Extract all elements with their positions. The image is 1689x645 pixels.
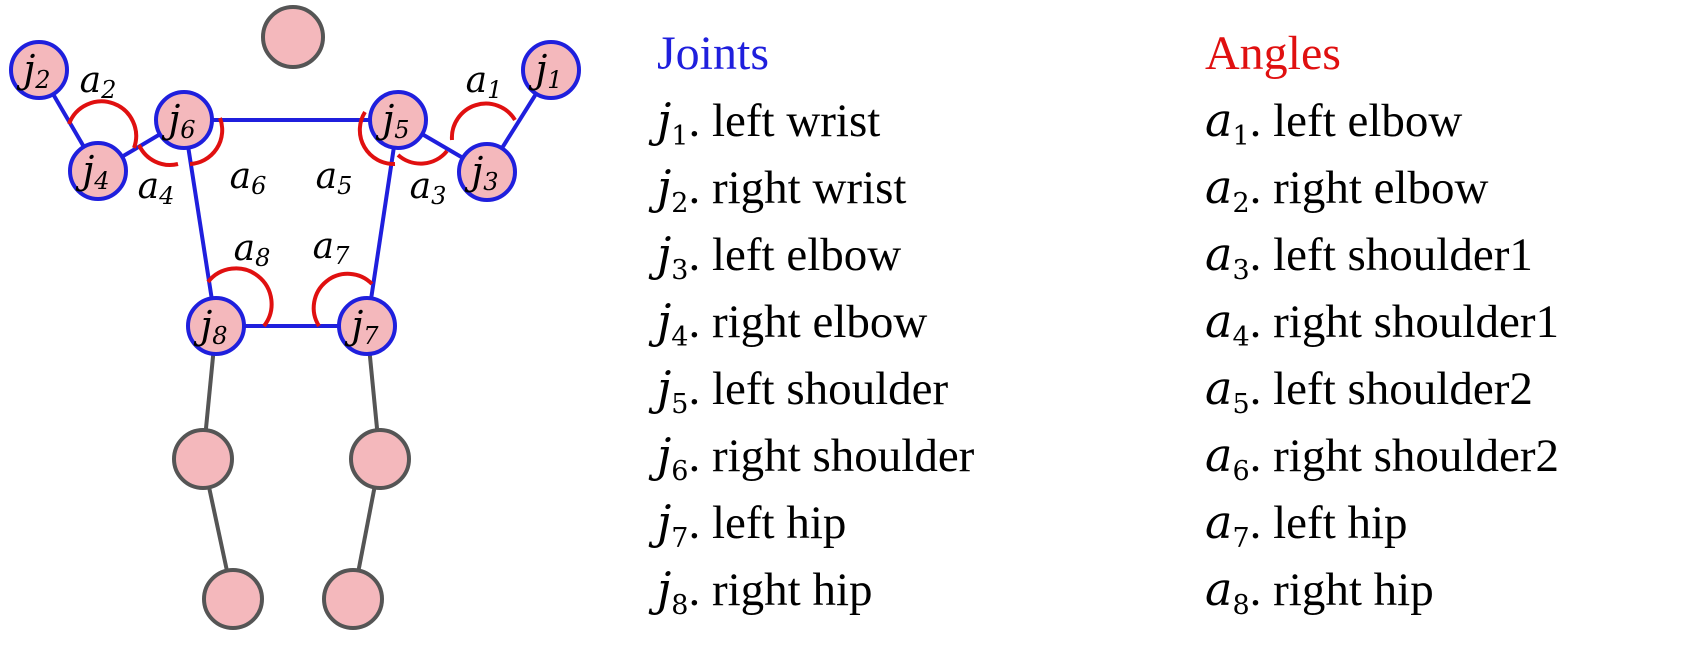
angle-label-a4: a4 <box>138 166 175 210</box>
legend-label: left wrist <box>711 95 881 147</box>
legend-label: right wrist <box>711 162 907 214</box>
legend-symbol: j3 <box>657 227 689 286</box>
legend-symbol: j5 <box>657 361 689 420</box>
legend-symbol: j6 <box>657 428 689 487</box>
joint-nodes <box>9 40 581 356</box>
angle-label-a1: a1 <box>466 60 503 104</box>
legend-symbol: a6 <box>1205 428 1250 487</box>
angle-labels: a1 a2 a3 a4 a5 a6 a7 a8 <box>80 60 503 272</box>
legend-symbol: j4 <box>657 294 689 353</box>
angles-legend: Angles a1. left elbow a2. right elbow a3… <box>1205 20 1559 623</box>
legend-joint-1: j1. left wrist <box>657 93 881 152</box>
legend-label: left shoulder2 <box>1273 363 1533 415</box>
legend-angle-6: a6. right shoulder2 <box>1205 428 1560 487</box>
legend-joint-5: j5. left shoulder <box>657 361 949 420</box>
legend-label: right elbow <box>1273 162 1489 214</box>
legend-joint-7: j7. left hip <box>657 495 847 554</box>
legend-label: right shoulder1 <box>1273 296 1560 348</box>
legend-joint-3: j3. left elbow <box>657 227 902 286</box>
legend-symbol: j8 <box>657 562 689 621</box>
bone-j6-j8 <box>182 119 218 327</box>
legend-symbol: j7 <box>657 495 689 554</box>
legend-label: right hip <box>1273 564 1434 616</box>
right-ankle-node <box>202 568 264 630</box>
angle-label-a7: a7 <box>313 226 350 270</box>
joint-j5 <box>368 90 428 150</box>
arc-a5 <box>357 110 396 167</box>
arc-a3 <box>396 149 449 166</box>
arc-a1 <box>449 101 517 141</box>
skeleton-diagram: j1 j2 j3 j4 j5 j6 j7 j8 a1 a2 a3 a4 a5 a… <box>9 5 581 630</box>
angle-arcs <box>67 99 517 328</box>
arc-a2 <box>67 99 139 149</box>
legend-label: left hip <box>1273 497 1408 549</box>
legend-joint-2: j2. right wrist <box>657 160 907 219</box>
angle-label-a6: a6 <box>230 156 267 200</box>
joint-j4 <box>68 141 128 201</box>
joint-j7 <box>337 296 397 356</box>
legend-symbol: a5 <box>1205 361 1250 420</box>
left-ankle-node <box>322 568 384 630</box>
left-knee-node <box>349 428 411 490</box>
other-nodes <box>172 5 411 630</box>
legend-label: left elbow <box>711 229 902 281</box>
legend-label: left hip <box>711 497 847 549</box>
joint-j6 <box>154 90 214 150</box>
legend-joint-6: j6. right shoulder <box>657 428 975 487</box>
legend-angle-1: a1. left elbow <box>1205 93 1463 152</box>
arc-a4 <box>137 144 179 167</box>
joint-j3 <box>457 142 517 202</box>
joints-legend-title: Joints <box>657 27 770 80</box>
legend-label: left elbow <box>1273 95 1463 147</box>
joint-j2 <box>9 40 69 100</box>
legend-label: right shoulder <box>711 430 975 482</box>
joints-legend: Joints j1. left wrist j2. right wrist j3… <box>657 20 974 623</box>
angle-label-a5: a5 <box>316 156 353 200</box>
arc-a7 <box>311 271 374 328</box>
legend-label: right shoulder2 <box>1273 430 1560 482</box>
legend-symbol: a2 <box>1205 160 1250 219</box>
legend-symbol: j2 <box>657 160 689 219</box>
joint-j1 <box>521 40 581 100</box>
bone-j5-j7 <box>365 119 400 327</box>
angle-label-a3: a3 <box>410 166 447 210</box>
legend-symbol: a4 <box>1205 294 1250 353</box>
legend-symbol: a8 <box>1205 562 1250 621</box>
arc-a6 <box>189 117 225 166</box>
legend-label: left shoulder1 <box>1273 229 1533 281</box>
legend-angle-7: a7. left hip <box>1205 495 1408 554</box>
joint-j8 <box>186 296 246 356</box>
legend-angle-5: a5. left shoulder2 <box>1205 361 1533 420</box>
arc-a8 <box>206 266 274 328</box>
angles-legend-title: Angles <box>1205 27 1341 80</box>
legend-symbol: j1 <box>657 93 689 152</box>
head-node <box>261 5 325 69</box>
legend-angle-2: a2. right elbow <box>1205 160 1489 219</box>
legend-symbol: a1 <box>1205 93 1250 152</box>
legend-angle-4: a4. right shoulder1 <box>1205 294 1560 353</box>
legend-angle-3: a3. left shoulder1 <box>1205 227 1533 286</box>
legend-joint-8: j8. right hip <box>657 562 873 621</box>
legend-label: right elbow <box>711 296 928 348</box>
legend-symbol: a3 <box>1205 227 1250 286</box>
legend-label: right hip <box>711 564 873 616</box>
angle-label-a2: a2 <box>80 60 117 104</box>
legend-symbol: a7 <box>1205 495 1250 554</box>
legend-angle-8: a8. right hip <box>1205 562 1434 621</box>
angle-label-a8: a8 <box>234 228 271 272</box>
legend-joint-4: j4. right elbow <box>657 294 928 353</box>
legend-label: left shoulder <box>711 363 949 415</box>
right-knee-node <box>172 428 234 490</box>
